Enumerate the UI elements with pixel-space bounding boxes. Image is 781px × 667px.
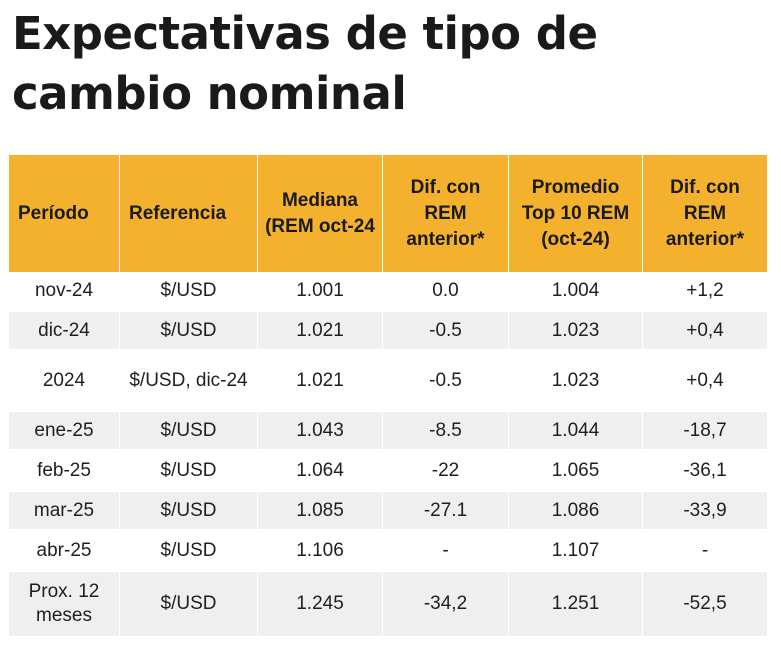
cell-dif-promedio: -52,5 [643,572,767,639]
cell-periodo: nov-24 [9,272,120,312]
cell-dif-promedio: -36,1 [643,452,767,492]
cell-mediana: 1.064 [258,452,383,492]
header-referencia: Referencia [120,155,258,272]
table-row: feb-25 $/USD 1.064 -22 1.065 -36,1 [9,452,767,492]
header-mediana: Mediana (REM oct-24 [258,155,383,272]
header-promedio-top10: Promedio Top 10 REM (oct-24) [509,155,643,272]
cell-dif-promedio: +0,4 [643,312,767,352]
table-header-row: Período Referencia Mediana (REM oct-24 D… [9,155,767,272]
cell-promedio: 1.004 [509,272,643,312]
cell-mediana: 1.001 [258,272,383,312]
cell-mediana: 1.043 [258,412,383,452]
cell-referencia: $/USD [120,532,258,572]
cell-dif-promedio: +0,4 [643,352,767,412]
cell-dif-promedio: -33,9 [643,492,767,532]
cell-promedio: 1.044 [509,412,643,452]
cell-dif-promedio: +1,2 [643,272,767,312]
cell-dif-mediana: -0.5 [383,352,509,412]
table-row: abr-25 $/USD 1.106 - 1.107 - [9,532,767,572]
table-row: ene-25 $/USD 1.043 -8.5 1.044 -18,7 [9,412,767,452]
cell-periodo: ene-25 [9,412,120,452]
header-periodo: Período [9,155,120,272]
cell-promedio: 1.023 [509,312,643,352]
page-title: Expectativas de tipo de cambio nominal [12,7,598,120]
cell-referencia: $/USD [120,312,258,352]
cell-periodo: 2024 [9,352,120,412]
table-row: nov-24 $/USD 1.001 0.0 1.004 +1,2 [9,272,767,312]
header-dif-promedio: Dif. con REM anterior* [643,155,767,272]
cell-periodo: Prox. 12 meses [9,572,120,639]
cell-mediana: 1.106 [258,532,383,572]
header-dif-mediana: Dif. con REM anterior* [383,155,509,272]
cell-promedio: 1.065 [509,452,643,492]
cell-mediana: 1.245 [258,572,383,639]
cell-referencia: $/USD [120,492,258,532]
cell-referencia: $/USD, dic-24 [120,352,258,412]
table-row: Prox. 12 meses $/USD 1.245 -34,2 1.251 -… [9,572,767,639]
cell-promedio: 1.107 [509,532,643,572]
cell-referencia: $/USD [120,572,258,639]
cell-periodo: mar-25 [9,492,120,532]
table-row: 2024 $/USD, dic-24 1.021 -0.5 1.023 +0,4 [9,352,767,412]
cell-dif-mediana: 0.0 [383,272,509,312]
cell-referencia: $/USD [120,412,258,452]
cell-periodo: abr-25 [9,532,120,572]
cell-dif-promedio: -18,7 [643,412,767,452]
cell-periodo: feb-25 [9,452,120,492]
table-row: mar-25 $/USD 1.085 -27.1 1.086 -33,9 [9,492,767,532]
cell-dif-mediana: -0.5 [383,312,509,352]
cell-referencia: $/USD [120,272,258,312]
cell-dif-mediana: - [383,532,509,572]
cell-periodo: dic-24 [9,312,120,352]
cell-promedio: 1.086 [509,492,643,532]
cell-mediana: 1.021 [258,352,383,412]
cell-dif-mediana: -8.5 [383,412,509,452]
exchange-rate-table: Período Referencia Mediana (REM oct-24 D… [9,155,767,639]
cell-dif-mediana: -34,2 [383,572,509,639]
cell-dif-mediana: -27.1 [383,492,509,532]
cell-dif-promedio: - [643,532,767,572]
cell-mediana: 1.021 [258,312,383,352]
cell-dif-mediana: -22 [383,452,509,492]
cell-promedio: 1.251 [509,572,643,639]
cell-referencia: $/USD [120,452,258,492]
table-row: dic-24 $/USD 1.021 -0.5 1.023 +0,4 [9,312,767,352]
cell-mediana: 1.085 [258,492,383,532]
cell-promedio: 1.023 [509,352,643,412]
